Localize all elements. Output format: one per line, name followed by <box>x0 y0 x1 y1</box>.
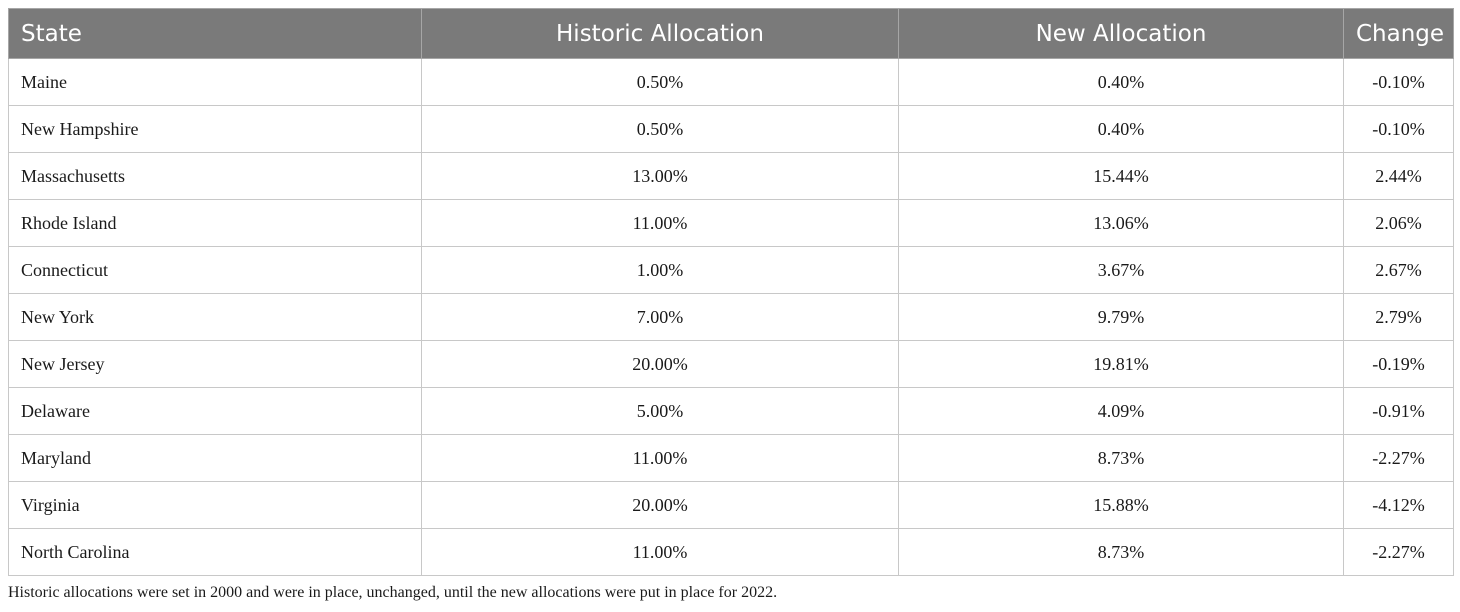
cell-historic-allocation: 11.00% <box>421 199 899 247</box>
cell-historic-allocation: 13.00% <box>421 152 899 200</box>
cell-state: New York <box>8 293 422 341</box>
header-state: State <box>8 8 422 59</box>
cell-new-allocation: 13.06% <box>898 199 1344 247</box>
cell-historic-allocation: 11.00% <box>421 528 899 576</box>
table-header-row: State Historic Allocation New Allocation… <box>8 8 1454 59</box>
table-footnote: Historic allocations were set in 2000 an… <box>8 584 778 601</box>
cell-state: Rhode Island <box>8 199 422 247</box>
cell-new-allocation: 15.88% <box>898 481 1344 529</box>
table-row: New Hampshire 0.50% 0.40% -0.10% <box>8 105 1454 153</box>
cell-new-allocation: 15.44% <box>898 152 1344 200</box>
cell-change: 2.67% <box>1343 246 1454 294</box>
cell-change: -0.19% <box>1343 340 1454 388</box>
cell-historic-allocation: 20.00% <box>421 340 899 388</box>
cell-new-allocation: 4.09% <box>898 387 1344 435</box>
cell-change: 2.79% <box>1343 293 1454 341</box>
cell-historic-allocation: 1.00% <box>421 246 899 294</box>
cell-change: -2.27% <box>1343 528 1454 576</box>
cell-historic-allocation: 20.00% <box>421 481 899 529</box>
table-row: Maryland 11.00% 8.73% -2.27% <box>8 434 1454 482</box>
cell-new-allocation: 19.81% <box>898 340 1344 388</box>
cell-change: 2.06% <box>1343 199 1454 247</box>
table-row: Rhode Island 11.00% 13.06% 2.06% <box>8 199 1454 247</box>
cell-state: Virginia <box>8 481 422 529</box>
table-row: North Carolina 11.00% 8.73% -2.27% <box>8 528 1454 576</box>
cell-new-allocation: 3.67% <box>898 246 1344 294</box>
cell-change: -4.12% <box>1343 481 1454 529</box>
cell-new-allocation: 8.73% <box>898 528 1344 576</box>
cell-change: -0.10% <box>1343 58 1454 106</box>
cell-change: 2.44% <box>1343 152 1454 200</box>
cell-historic-allocation: 5.00% <box>421 387 899 435</box>
cell-change: -2.27% <box>1343 434 1454 482</box>
cell-state: Massachusetts <box>8 152 422 200</box>
table-row: Connecticut 1.00% 3.67% 2.67% <box>8 246 1454 294</box>
header-change: Change <box>1343 8 1454 59</box>
cell-change: -0.10% <box>1343 105 1454 153</box>
cell-new-allocation: 0.40% <box>898 105 1344 153</box>
allocation-table-container: State Historic Allocation New Allocation… <box>8 8 1454 576</box>
cell-new-allocation: 9.79% <box>898 293 1344 341</box>
cell-historic-allocation: 0.50% <box>421 105 899 153</box>
cell-historic-allocation: 0.50% <box>421 58 899 106</box>
cell-new-allocation: 0.40% <box>898 58 1344 106</box>
cell-state: Maryland <box>8 434 422 482</box>
table-row: Massachusetts 13.00% 15.44% 2.44% <box>8 152 1454 200</box>
cell-new-allocation: 8.73% <box>898 434 1344 482</box>
table-row: Delaware 5.00% 4.09% -0.91% <box>8 387 1454 435</box>
cell-historic-allocation: 11.00% <box>421 434 899 482</box>
cell-state: Maine <box>8 58 422 106</box>
table-row: Virginia 20.00% 15.88% -4.12% <box>8 481 1454 529</box>
table-row: New Jersey 20.00% 19.81% -0.19% <box>8 340 1454 388</box>
table-row: New York 7.00% 9.79% 2.79% <box>8 293 1454 341</box>
header-new-allocation: New Allocation <box>898 8 1344 59</box>
cell-historic-allocation: 7.00% <box>421 293 899 341</box>
table-row: Maine 0.50% 0.40% -0.10% <box>8 58 1454 106</box>
cell-state: New Jersey <box>8 340 422 388</box>
cell-state: Connecticut <box>8 246 422 294</box>
header-historic-allocation: Historic Allocation <box>421 8 899 59</box>
cell-state: New Hampshire <box>8 105 422 153</box>
cell-state: North Carolina <box>8 528 422 576</box>
cell-change: -0.91% <box>1343 387 1454 435</box>
allocation-table: State Historic Allocation New Allocation… <box>8 8 1454 576</box>
cell-state: Delaware <box>8 387 422 435</box>
